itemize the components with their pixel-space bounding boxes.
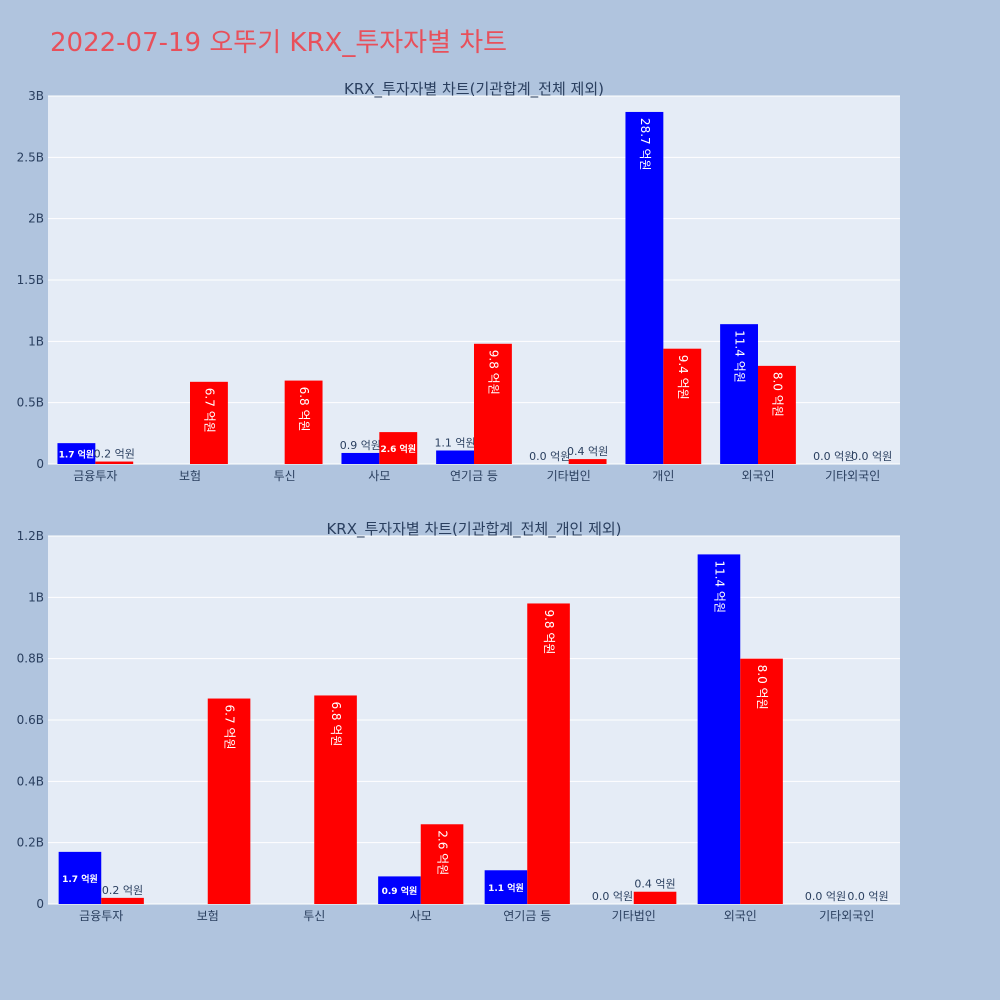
buy-bar: [697, 554, 741, 904]
sell-bar: [568, 459, 607, 464]
x-tick-label: 연기금 등: [450, 469, 498, 483]
bar-value-label: 6.7 억원: [223, 705, 237, 750]
bar-value-label: 0.0 억원: [592, 890, 633, 903]
bar-value-label: 0.0 억원: [805, 890, 846, 903]
sell-bar: [663, 348, 702, 464]
bar-value-label: 0.0 억원: [529, 450, 570, 463]
buy-bar: [720, 324, 758, 464]
y-tick-label: 1.5B: [17, 273, 44, 287]
bar-value-label: 2.6 억원: [436, 830, 450, 875]
y-tick-label: 0.5B: [17, 396, 44, 410]
y-tick-label: 0.2B: [17, 836, 44, 850]
bar-value-label: 1.7 억원: [62, 873, 98, 885]
bar-value-label: 1.1 억원: [488, 882, 524, 894]
buy-bar: [57, 443, 96, 464]
bar-value-label: 1.7 억원: [59, 449, 95, 461]
x-tick-label: 외국인: [741, 469, 774, 483]
sell-bar: [95, 461, 134, 464]
x-tick-label: 기타외국인: [819, 909, 874, 923]
x-tick-label: 사모: [410, 909, 432, 923]
buy-bar: [484, 870, 528, 904]
y-tick-label: 3B: [28, 89, 44, 103]
buy-bar: [341, 452, 380, 464]
buy-bar: [436, 450, 474, 464]
y-tick-label: 0.8B: [17, 652, 44, 666]
sell-bar: [740, 658, 783, 904]
x-tick-label: 금융투자: [79, 909, 123, 923]
bar-value-label: 28.7 억원: [638, 118, 652, 171]
investor-chart-all: 0 0.5B 1B 1.5B 2B 2.5B 3B KRX_투자자별 차트(기관합계_전체 제…: [17, 80, 900, 483]
investor-chart-excl-individual: 0 0.2B 0.4B 0.6B 0.8B 1B 1.2B KRX_투자자별 차트(기관합계_…: [17, 520, 900, 923]
sell-bar: [190, 381, 228, 464]
bar-value-label: 9.8 억원: [486, 350, 500, 395]
x-tick-label: 사모: [368, 469, 390, 483]
x-tick-label: 보험: [179, 469, 201, 483]
y-tick-label: 0: [36, 897, 44, 911]
bar-value-label: 0.9 억원: [340, 439, 381, 452]
bar-value-label: 0.2 억원: [94, 448, 135, 461]
y-tick-label: 0.4B: [17, 774, 44, 788]
bar-value-label: 9.8 억원: [542, 609, 556, 654]
bar-value-label: 0.4 억원: [634, 878, 675, 891]
bar-value-label: 0.9 억원: [382, 885, 418, 897]
buy-bar: [378, 876, 421, 904]
bar-value-label: 8.0 억원: [770, 372, 784, 417]
page-title: 2022-07-19 오뚜기 KRX_투자자별 차트: [50, 28, 508, 58]
chart-title: KRX_투자자별 차트(기관합계_전체 제외): [344, 80, 604, 99]
sell-bar: [379, 432, 418, 464]
bar-value-label: 0.0 억원: [851, 450, 892, 463]
sell-bar: [314, 695, 357, 904]
sell-bar: [758, 365, 796, 464]
x-tick-label: 보험: [197, 909, 219, 923]
sell-bar: [284, 380, 323, 464]
bar-value-label: 6.8 억원: [329, 701, 343, 746]
bar-value-label: 1.1 억원: [434, 437, 475, 450]
chart-title: KRX_투자자별 차트(기관합계_전체_개인 제외): [326, 520, 621, 539]
buy-bar: [625, 111, 664, 465]
x-tick-label: 투신: [274, 469, 296, 483]
x-tick-label: 금융투자: [73, 469, 117, 483]
sell-bar: [420, 824, 464, 904]
y-tick-label: 1B: [28, 334, 44, 348]
bar-value-label: 6.7 억원: [202, 388, 216, 433]
x-tick-label: 외국인: [724, 909, 757, 923]
x-tick-label: 기타법인: [547, 469, 591, 483]
bar-value-label: 9.4 억원: [676, 355, 690, 400]
sell-bar: [474, 343, 512, 464]
sell-bar: [101, 897, 144, 904]
bar-value-label: 0.2 억원: [102, 884, 143, 897]
y-tick-label: 0.6B: [17, 713, 44, 727]
sell-bar: [633, 891, 677, 904]
y-tick-label: 0: [36, 457, 44, 471]
y-tick-label: 2.5B: [17, 150, 44, 164]
bar-value-label: 8.0 억원: [755, 665, 769, 710]
bar-value-label: 0.0 억원: [813, 450, 854, 463]
bar-value-label: 2.6 억원: [380, 443, 416, 455]
bar-value-label: 6.8 억원: [297, 387, 311, 432]
bar-value-label: 11.4 억원: [733, 330, 747, 383]
sell-bar: [207, 698, 251, 904]
buy-bar: [58, 851, 102, 904]
x-tick-label: 개인: [652, 469, 674, 483]
x-tick-label: 기타법인: [612, 909, 656, 923]
y-tick-label: 2B: [28, 212, 44, 226]
x-tick-label: 연기금 등: [503, 909, 551, 923]
sell-bar: [527, 603, 570, 904]
y-tick-label: 1B: [28, 590, 44, 604]
bar-value-label: 0.0 억원: [847, 890, 888, 903]
x-tick-label: 투신: [303, 909, 325, 923]
x-tick-label: 기타외국인: [825, 469, 880, 483]
bar-value-label: 11.4 억원: [712, 560, 726, 613]
y-tick-label: 1.2B: [17, 529, 44, 543]
bar-value-label: 0.4 억원: [567, 445, 608, 458]
